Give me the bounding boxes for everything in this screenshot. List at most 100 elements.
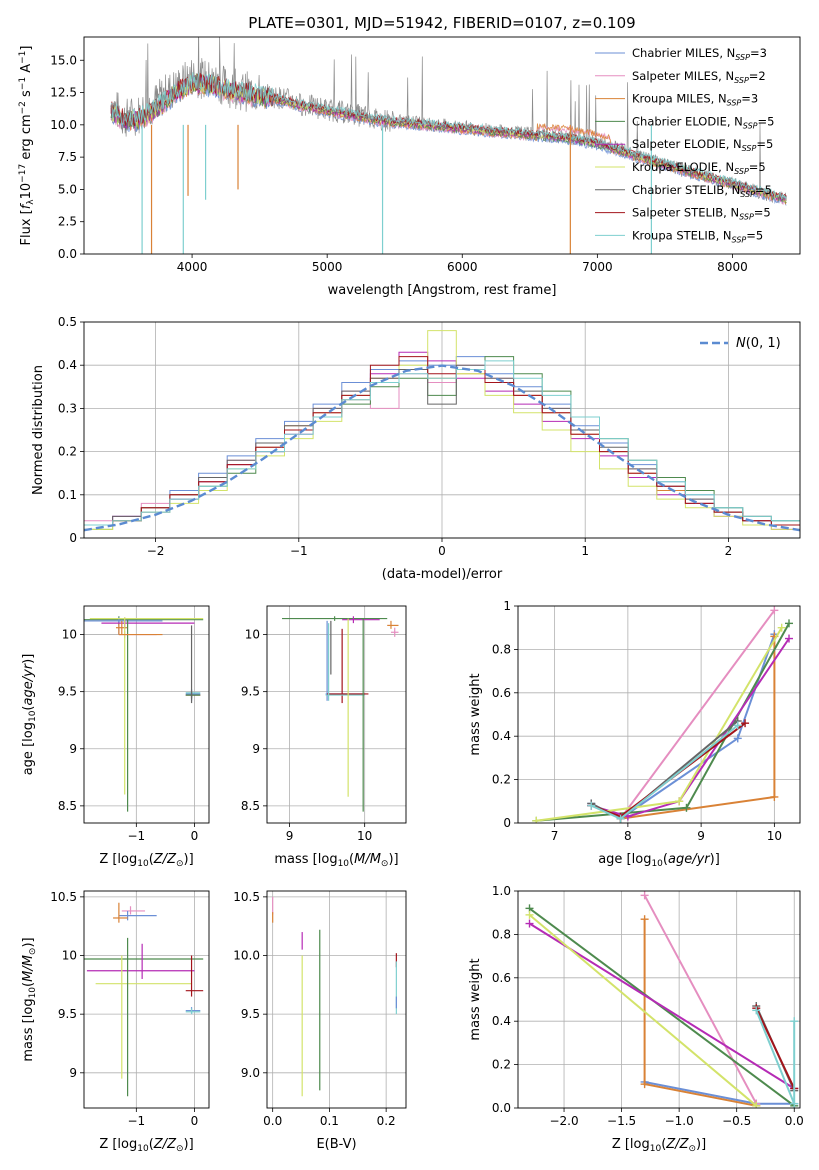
x-tick-label: 0.0 [263,1114,282,1128]
label-part: λ [26,199,36,205]
x-tick-label: 0.0 [785,1114,804,1128]
y-tick-label: 0.3 [58,401,77,415]
label-part: =2 [749,69,766,83]
x-tick-label: 5000 [312,260,343,274]
axes-frame [266,605,407,824]
label-part: =3 [741,92,758,106]
y-tick-label: 9.5 [58,1007,77,1021]
errorbar [118,620,163,636]
errorbars [84,616,204,812]
x-tick-label: 7 [551,829,559,843]
legend-label: Kroupa STELIB, NSSP=5 [632,228,763,244]
label-part: 10 [650,1144,662,1154]
y-tick-label: 12.5 [50,86,77,100]
y-tick-label: 1.0 [492,884,511,898]
errorbars [84,902,204,1097]
x-tick-label: −1 [127,829,145,843]
x-axis-label: wavelength [Angstrom, rest frame] [328,283,557,298]
legend-label: N(0, 1) [736,336,781,351]
legend-label: Chabrier MILES, NSSP=3 [632,46,767,62]
label-part: Z/Z [665,1137,689,1152]
axes-frame [517,890,801,1109]
x-tick-label: 4000 [177,260,208,274]
y-tick-label: 8.5 [241,799,260,813]
x-tick-label: 7000 [582,260,613,274]
x-tick-label: 0 [191,829,199,843]
y-axis-label: Normed distribution [31,365,46,495]
weight-line [619,609,776,820]
label-part: =5 [754,206,771,220]
label-part: (0, 1) [746,336,781,351]
y-tick-label: 10.0 [50,118,77,132]
errorbars [282,616,399,812]
label-part: SSP [743,121,758,130]
errorbar [390,627,399,637]
label-part: Kroupa STELIB, N [632,228,732,242]
label-part: )] [21,937,36,947]
y-tick-label: 15.0 [50,53,77,67]
errorbar [86,943,195,979]
y-tick-label: 9.5 [241,685,260,699]
label-part: SSP [742,144,757,153]
errorbar [325,623,365,701]
x-tick-label: −1 [127,1114,145,1128]
axes-frame [83,321,801,539]
axes-frame [83,605,210,824]
label-part: Chabrier MILES, N [632,46,735,60]
y-tick-label: 0.4 [58,358,77,372]
label-part: 10 [137,859,149,869]
y-tick-label: 0 [503,816,511,830]
axes-frame [517,605,801,824]
label-part: ⊙ [381,859,389,869]
weight-vs-z-panel: −2.0 −1.5 −1.0 −0.5 0.0 0.0 0.2 0.4 0.6 0.8 1.0 Z [… [468,884,804,1154]
y-tick-label: 0.1 [58,488,77,502]
y-tick-label: 9 [69,742,77,756]
label-part: ( [349,852,354,867]
weight-line [590,633,776,820]
label-part: =5 [749,160,766,174]
x-axis-label: E(B-V) [316,1137,356,1152]
x-tick-label: −0.5 [722,1114,751,1128]
y-tick-label: 9 [252,742,260,756]
label-part: Kroupa MILES, N [632,92,727,106]
axes-frame [266,890,407,1109]
legend-label: Chabrier ELODIE, NSSP=5 [632,114,774,130]
errorbar [325,620,365,701]
x-tick-label: 8 [624,829,632,843]
label-part: ⊙ [28,948,38,956]
label-part: ( [21,982,36,987]
label-part: 10 [137,1144,149,1154]
label-part: −2 [18,101,28,114]
histogram-step [84,356,800,526]
x-tick-label: 10 [767,829,782,843]
y-tick-label: 10 [62,628,77,642]
y-tick-label: 7.5 [58,150,77,164]
weight-line [643,894,758,1105]
x-tick-label: 9 [286,829,294,843]
label-part: M/M [21,955,36,982]
legend-label: Salpeter MILES, NSSP=2 [632,69,766,85]
label-part: A [19,64,34,77]
x-tick-label: −2 [147,544,165,558]
x-axis-label: age [log10(age/yr)] [598,852,720,869]
x-tick-label: 8000 [717,260,748,274]
label-part: SSP [740,190,755,199]
weight-lines [525,891,799,1108]
errorbar [185,955,204,997]
label-part: mass [log [274,852,337,867]
x-tick-label: 0.1 [320,1114,339,1128]
weight-line [755,1007,796,1089]
y-tick-label: 0.2 [58,445,77,459]
y-tick-label: 0.2 [492,1058,511,1072]
label-part: )] [388,852,398,867]
label-part: ] [19,46,34,51]
weight-line [643,919,757,1107]
label-part: =5 [746,228,763,242]
x-axis-label: Z [log10(Z/Z⊙)] [99,1137,193,1154]
y-axis-label: Flux [fλ10−17 erg cm−2 s−1 A−1] [18,46,36,246]
label-part: Flux [ [19,209,34,245]
x-axis-label: Z [log10(Z/Z⊙)] [612,1137,706,1154]
errorbar [185,1007,201,1015]
